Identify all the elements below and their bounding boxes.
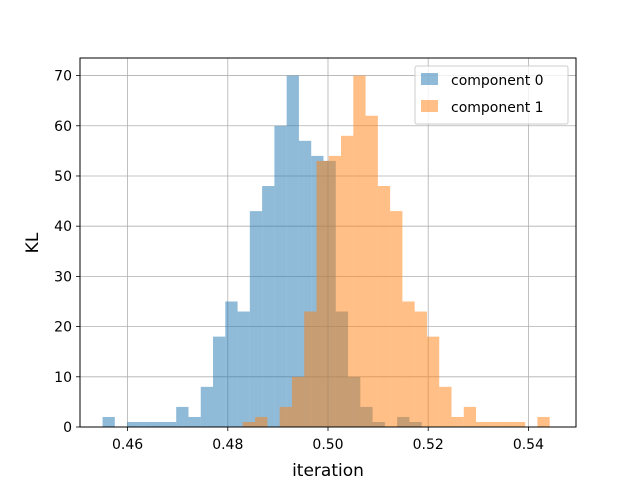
histogram-bar [328, 155, 342, 428]
x-tick-label: 0.50 [312, 437, 343, 453]
legend-swatch-component-1 [421, 100, 438, 112]
histogram-bar [225, 301, 238, 427]
x-axis-title: iteration [292, 461, 364, 480]
histogram-bar [127, 421, 140, 427]
histogram-bar [316, 160, 329, 427]
histogram-bar [188, 416, 201, 427]
legend-label-component-0: component 0 [451, 73, 544, 89]
histogram-bar [213, 336, 226, 427]
y-tick-label: 70 [54, 69, 72, 85]
histogram-bar [176, 406, 189, 427]
histogram-bar [377, 186, 391, 427]
y-tick-label: 60 [54, 119, 72, 135]
histogram-bar [242, 421, 256, 427]
histogram-bar [537, 416, 550, 427]
y-tick-label: 10 [54, 370, 72, 386]
histogram-bar [512, 421, 526, 427]
y-tick-label: 30 [54, 269, 72, 285]
histogram-bar [151, 421, 164, 427]
y-tick-label: 0 [63, 420, 72, 436]
y-axis-ticks: 0 10 20 30 40 50 60 70 [54, 69, 80, 436]
series-component-1 [242, 75, 550, 428]
histogram-bar [304, 311, 317, 427]
histogram-bar [255, 416, 268, 427]
legend-label-component-1: component 1 [451, 100, 544, 116]
histogram-bar [102, 416, 115, 427]
legend-swatch-component-0 [421, 73, 438, 85]
y-axis-title: KL [23, 232, 43, 253]
histogram-bar [274, 125, 287, 427]
histogram-bar [291, 376, 305, 427]
histogram-bar [500, 421, 513, 427]
legend: component 0 component 1 [414, 65, 569, 125]
x-axis-ticks: 0.46 0.48 0.50 0.52 0.54 [112, 427, 544, 453]
x-tick-label: 0.48 [212, 437, 243, 453]
histogram-bar [163, 421, 177, 427]
histogram-bar [488, 421, 501, 427]
histogram-bar [286, 75, 299, 428]
histogram-bar [439, 386, 452, 427]
histogram-bars [102, 75, 550, 428]
histogram-bar [249, 211, 263, 427]
histogram-bar [237, 311, 250, 427]
y-tick-label: 40 [54, 219, 72, 235]
histogram-bar [262, 186, 275, 427]
histogram-bar [353, 75, 366, 428]
histogram-bar [463, 406, 477, 427]
x-tick-label: 0.54 [513, 437, 544, 453]
histogram-bar [426, 336, 440, 427]
histogram-bar [200, 386, 214, 427]
histogram-bar [414, 311, 427, 427]
histogram-bar [279, 406, 292, 427]
histogram-bar [341, 135, 354, 427]
histogram-bar [476, 421, 489, 427]
legend-box [414, 65, 569, 125]
histogram-bar [451, 416, 464, 427]
histogram-bar [390, 211, 403, 427]
histogram-bar [365, 115, 378, 428]
y-tick-label: 50 [54, 169, 72, 185]
histogram-bar [139, 421, 152, 427]
histogram-bar [402, 301, 415, 427]
x-tick-label: 0.46 [112, 437, 143, 453]
y-tick-label: 20 [54, 320, 72, 336]
x-tick-label: 0.52 [413, 437, 444, 453]
